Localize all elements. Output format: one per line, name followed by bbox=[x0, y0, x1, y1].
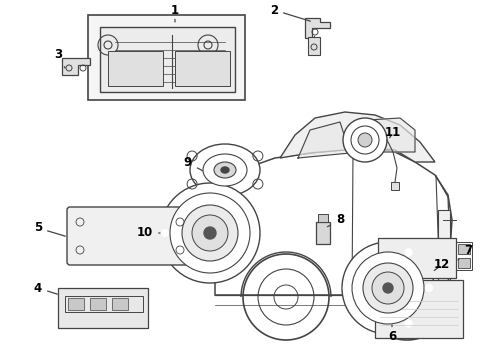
Circle shape bbox=[343, 284, 350, 292]
Polygon shape bbox=[62, 58, 90, 75]
Text: 7: 7 bbox=[457, 243, 471, 260]
Bar bbox=[88, 15, 244, 100]
Circle shape bbox=[203, 227, 216, 239]
Bar bbox=[307, 37, 319, 55]
Polygon shape bbox=[305, 18, 329, 38]
Circle shape bbox=[161, 229, 169, 237]
Polygon shape bbox=[215, 148, 451, 295]
Bar bbox=[457, 258, 469, 268]
Circle shape bbox=[192, 215, 227, 251]
Ellipse shape bbox=[214, 162, 236, 178]
Text: 1: 1 bbox=[171, 4, 179, 22]
Text: 2: 2 bbox=[269, 4, 310, 21]
Circle shape bbox=[382, 283, 392, 293]
Bar bbox=[100, 27, 235, 92]
Bar bbox=[315, 222, 329, 244]
Text: 5: 5 bbox=[34, 221, 65, 236]
Bar bbox=[377, 238, 455, 278]
Bar bbox=[455, 242, 471, 270]
Text: 4: 4 bbox=[34, 282, 57, 294]
Text: 3: 3 bbox=[54, 49, 65, 68]
Circle shape bbox=[371, 272, 403, 304]
Circle shape bbox=[425, 284, 431, 292]
Circle shape bbox=[183, 190, 191, 198]
Ellipse shape bbox=[203, 154, 246, 186]
Text: 12: 12 bbox=[433, 258, 449, 271]
Ellipse shape bbox=[221, 167, 228, 173]
Bar bbox=[112, 298, 128, 310]
Circle shape bbox=[341, 242, 433, 334]
Bar bbox=[374, 280, 462, 338]
Circle shape bbox=[362, 263, 412, 313]
Circle shape bbox=[404, 320, 411, 327]
Text: 6: 6 bbox=[387, 325, 395, 342]
Circle shape bbox=[182, 205, 238, 261]
Circle shape bbox=[404, 249, 411, 256]
Bar bbox=[437, 210, 449, 290]
Circle shape bbox=[160, 183, 260, 283]
Bar bbox=[58, 288, 148, 328]
Circle shape bbox=[183, 268, 191, 276]
Circle shape bbox=[170, 193, 249, 273]
Text: 11: 11 bbox=[384, 126, 400, 139]
Circle shape bbox=[363, 249, 370, 256]
Bar bbox=[457, 244, 469, 254]
Circle shape bbox=[357, 133, 371, 147]
Bar bbox=[108, 51, 163, 86]
Bar bbox=[65, 296, 142, 312]
FancyBboxPatch shape bbox=[67, 207, 191, 265]
Ellipse shape bbox=[190, 144, 260, 196]
Text: 10: 10 bbox=[137, 226, 160, 239]
Circle shape bbox=[342, 118, 386, 162]
Circle shape bbox=[228, 268, 236, 276]
Bar bbox=[317, 214, 327, 222]
Polygon shape bbox=[354, 118, 414, 152]
Text: 9: 9 bbox=[183, 157, 202, 171]
Circle shape bbox=[250, 229, 259, 237]
Circle shape bbox=[363, 320, 370, 327]
Polygon shape bbox=[297, 122, 349, 158]
Polygon shape bbox=[280, 112, 434, 162]
Text: 8: 8 bbox=[327, 213, 344, 227]
Circle shape bbox=[228, 190, 236, 198]
Circle shape bbox=[351, 252, 423, 324]
Bar bbox=[175, 51, 229, 86]
Bar bbox=[390, 182, 398, 190]
Circle shape bbox=[350, 126, 378, 154]
Bar bbox=[90, 298, 106, 310]
Bar bbox=[68, 298, 84, 310]
